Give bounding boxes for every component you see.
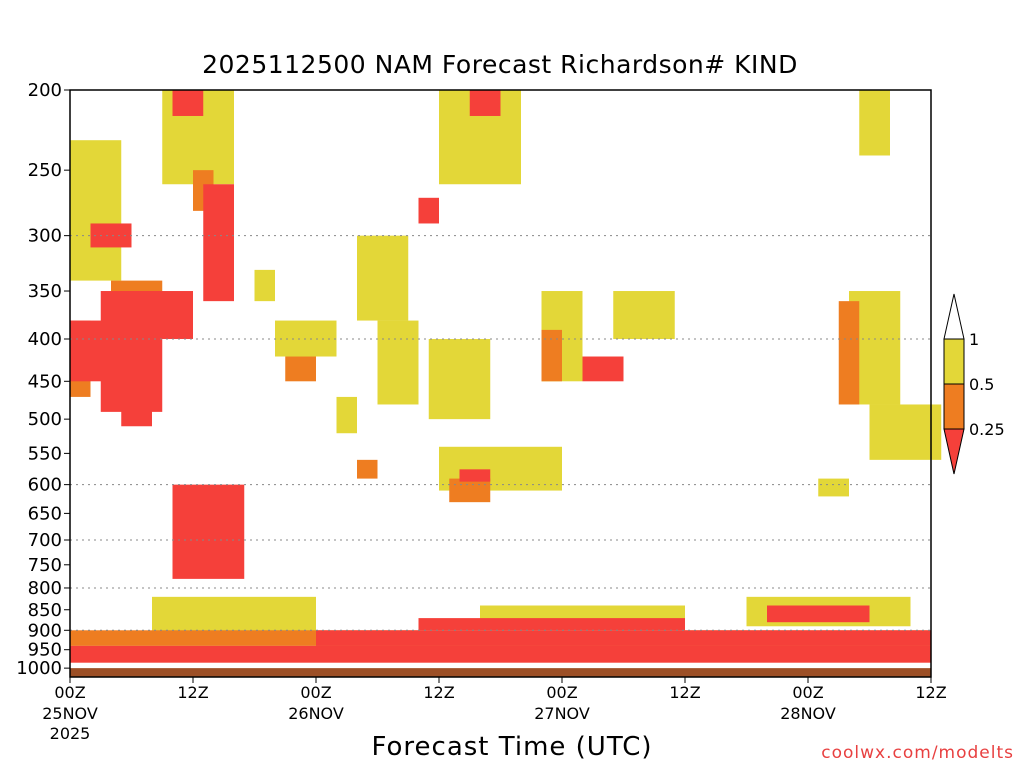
heatmap-cell-lt_025-30 <box>121 291 193 339</box>
heatmap-cell-lt_025-40 <box>70 645 931 663</box>
x-tick-label-1: 12Z <box>177 683 208 702</box>
heatmap-cell-lt_025-42 <box>418 618 685 631</box>
x-tick-label-0: 00Z <box>54 683 85 702</box>
x-tick-label-2: 00Z <box>300 683 331 702</box>
y-tick-label-400: 400 <box>28 329 62 350</box>
x-tick-date-0: 25NOV <box>42 704 98 723</box>
heatmap-cell-05_1-14 <box>869 404 942 460</box>
heatmap-cell-05_1-17 <box>480 605 685 623</box>
y-tick-label-350: 350 <box>28 281 62 302</box>
chart-title: 2025112500 NAM Forecast Richardson# KIND <box>202 50 798 79</box>
x-tick-year-0: 2025 <box>50 724 91 743</box>
legend-label-1: 0.5 <box>969 375 994 394</box>
x-tick-date-4: 27NOV <box>534 704 590 723</box>
heatmap-cell-025_05-23 <box>357 459 378 479</box>
y-tick-label-950: 950 <box>28 640 62 661</box>
y-tick-label-700: 700 <box>28 530 62 551</box>
heatmap-cell-lt_025-39 <box>172 484 245 579</box>
x-tick-date-6: 28NOV <box>780 704 836 723</box>
heatmap-cell-025_05-24 <box>449 478 491 503</box>
heatmap-cell-05_1-8 <box>428 338 491 420</box>
color-legend: 1 0.5 0.25 <box>943 293 1005 475</box>
credit-text: coolwx.com/modelts <box>821 743 1014 763</box>
legend-swatch-bottom <box>943 428 965 475</box>
heatmap-cell-025_05-22 <box>285 356 316 382</box>
y-tick-label-750: 750 <box>28 555 62 576</box>
y-tick-label-300: 300 <box>28 226 62 247</box>
heatmap-cell-05_1-2 <box>254 269 275 302</box>
y-tick-label-1000: 1000 <box>16 658 62 679</box>
x-tick-date-2: 26NOV <box>288 704 344 723</box>
plot-frame <box>69 89 932 678</box>
heatmap-cell-lt_025-43 <box>767 605 870 623</box>
heatmap-cell-05_1-15 <box>818 478 849 497</box>
heatmap-cell-025_05-25 <box>541 329 562 382</box>
heatmap-cell-lt_025-32 <box>203 184 234 302</box>
heatmap-cell-lt_025-35 <box>418 197 439 224</box>
legend-swatch-yellow <box>943 338 965 385</box>
heatmap-cell-lt_025-38 <box>459 469 491 482</box>
ground-area <box>70 668 931 677</box>
y-tick-label-650: 650 <box>28 503 62 524</box>
heatmap-cell-05_1-6 <box>377 320 419 405</box>
heatmap-cell-lt_025-36 <box>469 90 501 116</box>
x-tick-label-6: 00Z <box>792 683 823 702</box>
heatmap-cell-05_1-0 <box>70 140 122 281</box>
ground-layer <box>70 668 931 677</box>
y-tick-label-450: 450 <box>28 371 62 392</box>
legend-label-0: 1 <box>969 330 979 349</box>
plot-area <box>70 90 942 663</box>
y-tick-label-200: 200 <box>28 80 62 101</box>
y-tick-label-550: 550 <box>28 443 62 464</box>
y-axis: 200 250 300 350 400 450 500 550 600 650 700 7508008… <box>16 80 70 679</box>
y-tick-label-850: 850 <box>28 600 62 621</box>
heatmap-cell-025_05-26 <box>838 301 860 405</box>
x-axis-title: Forecast Time (UTC) <box>371 732 653 762</box>
y-tick-label-600: 600 <box>28 475 62 496</box>
heatmap-cell-lt_025-37 <box>582 356 624 382</box>
x-tick-label-4: 00Z <box>546 683 577 702</box>
legend-label-2: 0.25 <box>969 420 1005 439</box>
heatmap-cell-05_1-5 <box>357 235 409 321</box>
x-tick-label-3: 12Z <box>423 683 454 702</box>
y-tick-label-900: 900 <box>28 620 62 641</box>
heatmap-cell-lt_025-33 <box>172 90 204 116</box>
heatmap-cell-05_1-11 <box>613 291 675 339</box>
legend-swatch-top <box>943 293 965 340</box>
y-tick-label-800: 800 <box>28 578 62 599</box>
heatmap-cell-lt_025-34 <box>121 404 152 427</box>
x-tick-label-7: 12Z <box>915 683 946 702</box>
heatmap-cell-lt_025-31 <box>90 223 132 248</box>
y-tick-label-250: 250 <box>28 160 62 181</box>
x-tick-label-5: 12Z <box>669 683 700 702</box>
legend-swatch-orange <box>943 383 965 430</box>
heatmap-cell-05_1-4 <box>336 396 357 434</box>
heatmap-cell-lt_025-41 <box>316 630 931 646</box>
heatmap-cell-05_1-12 <box>859 90 890 156</box>
y-tick-label-500: 500 <box>28 409 62 430</box>
